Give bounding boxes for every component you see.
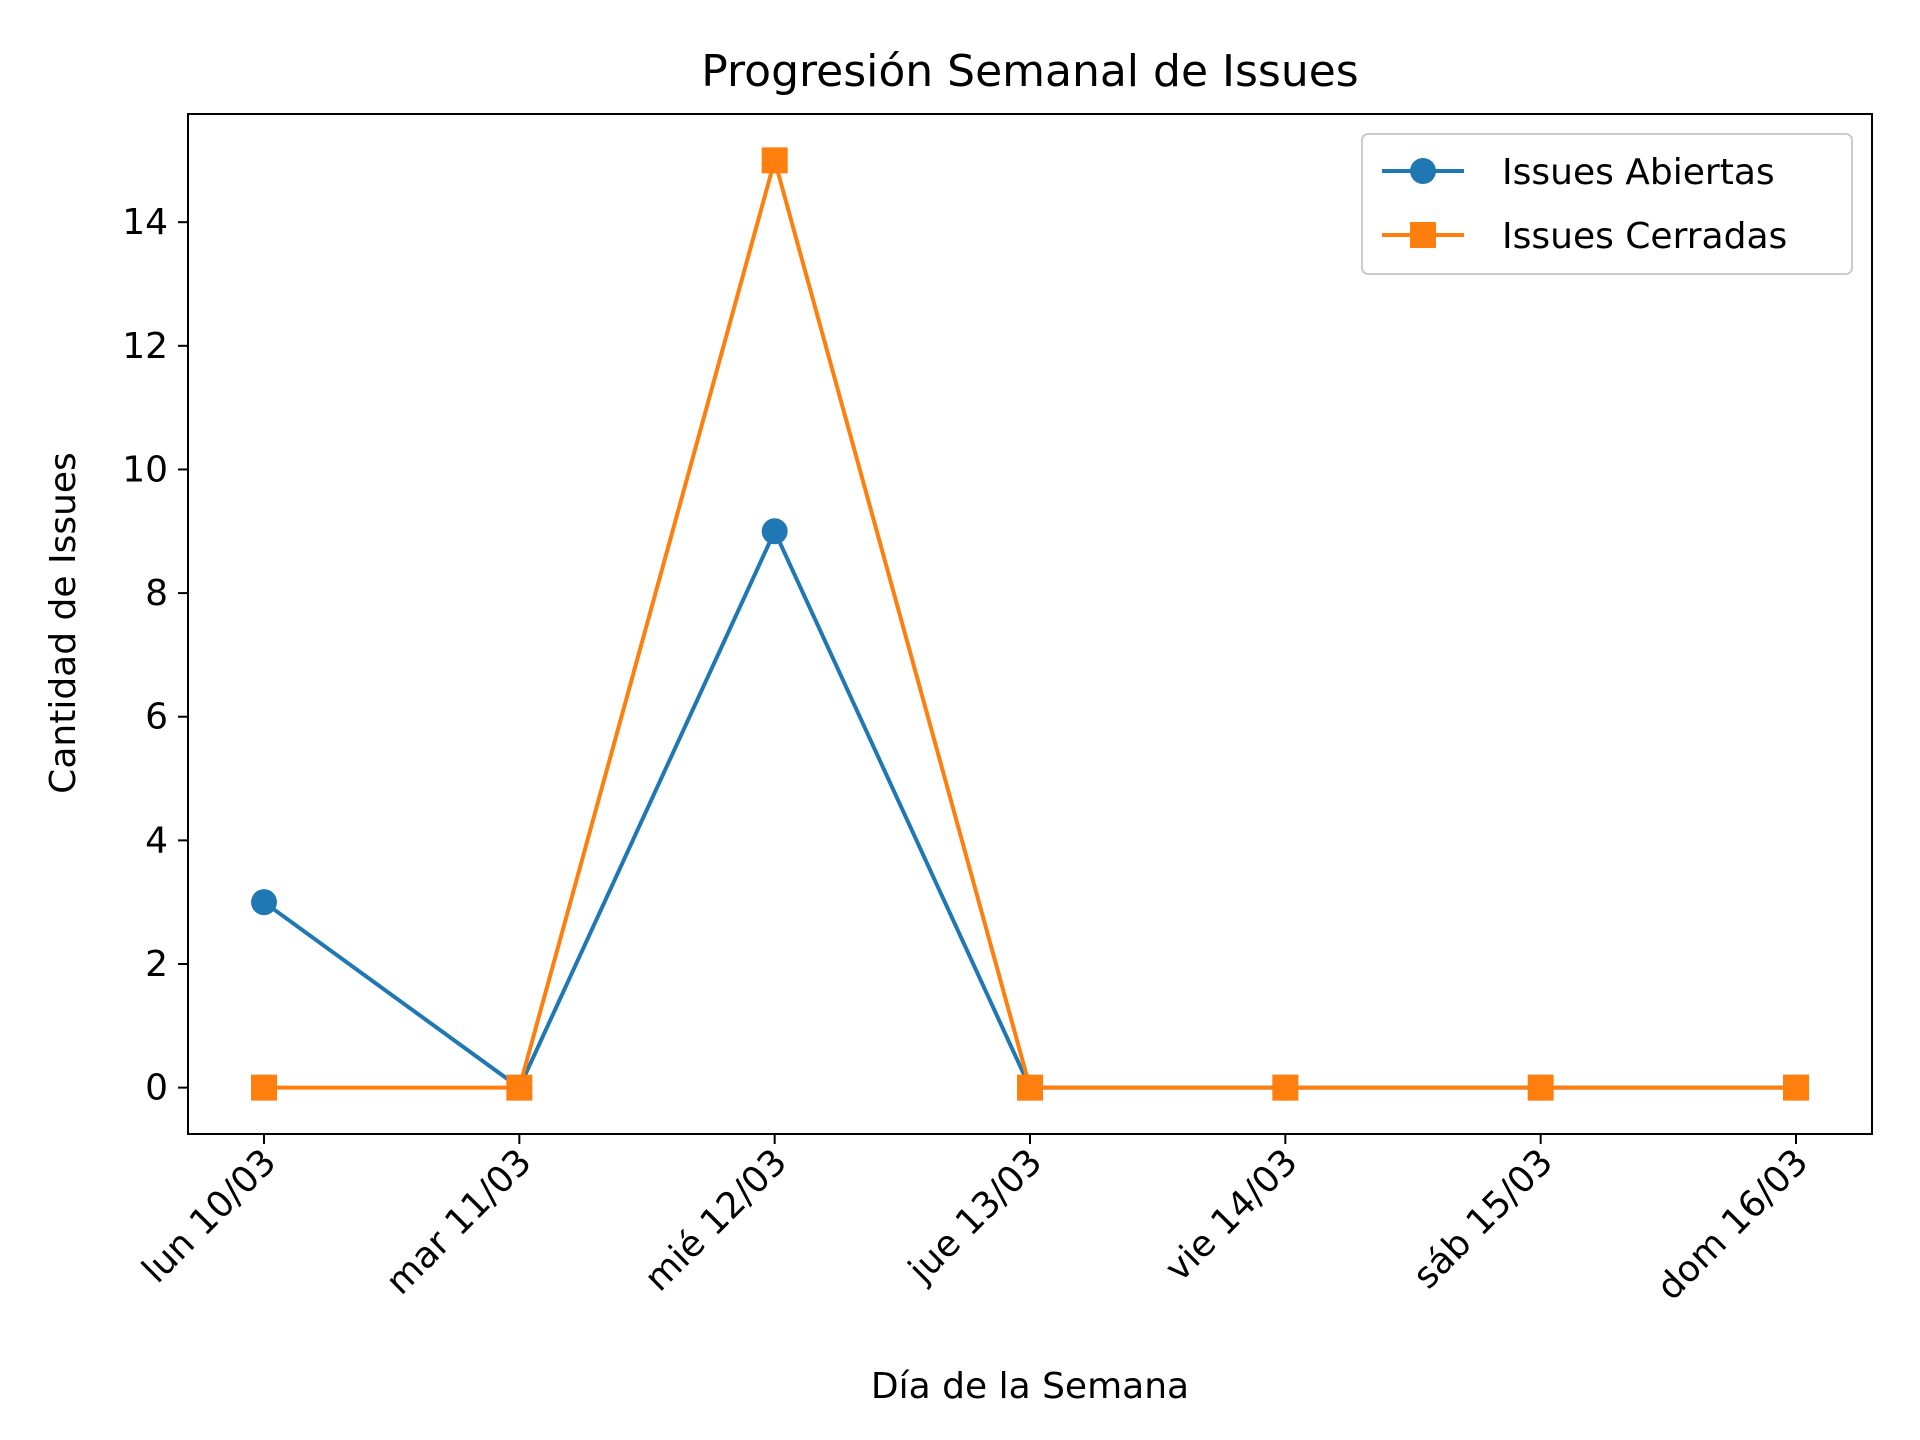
data-point [1272, 1074, 1299, 1101]
data-point [506, 1074, 533, 1101]
x-tick-label: vie 14/03 [1157, 1141, 1305, 1289]
legend-marker [1410, 158, 1436, 184]
plot-frame [187, 113, 1873, 1135]
data-point [251, 889, 277, 916]
y-tick-label: 14 [122, 202, 168, 243]
y-tick-label: 6 [145, 697, 168, 738]
x-tick-label: mar 11/03 [378, 1141, 539, 1302]
data-point [1783, 1074, 1809, 1101]
legend-box [1361, 133, 1853, 275]
series-line [262, 529, 1796, 1090]
data-point [761, 147, 788, 174]
data-point [251, 1074, 277, 1101]
x-tick-label: mié 12/03 [637, 1141, 795, 1299]
y-tick-label: 12 [122, 326, 168, 367]
legend-label: Issues Abiertas [1502, 152, 1775, 193]
y-tick-label: 0 [145, 1068, 168, 1109]
legend-marker [1410, 222, 1436, 248]
x-tick-label: lun 10/03 [135, 1141, 285, 1291]
x-tick-label: jue 13/03 [900, 1141, 1050, 1291]
data-point [1527, 1074, 1554, 1101]
y-tick-label: 10 [122, 449, 168, 490]
series-line [264, 158, 1796, 1090]
data-point [761, 518, 788, 545]
x-tick-label: sáb 15/03 [1406, 1141, 1561, 1296]
data-point [1017, 1074, 1043, 1101]
y-tick-label: 2 [145, 944, 168, 985]
y-tick-label: 8 [145, 573, 168, 614]
y-axis-label: Cantidad de Issues [43, 452, 84, 794]
chart-title: Progresión Semanal de Issues [701, 46, 1358, 97]
legend-label: Issues Cerradas [1502, 216, 1787, 257]
x-tick-label: dom 16/03 [1649, 1141, 1816, 1308]
legend: Issues Abiertas Issues Cerradas [1361, 133, 1853, 275]
y-tick-label: 4 [145, 820, 168, 861]
x-axis-label: Día de la Semana [871, 1366, 1189, 1407]
